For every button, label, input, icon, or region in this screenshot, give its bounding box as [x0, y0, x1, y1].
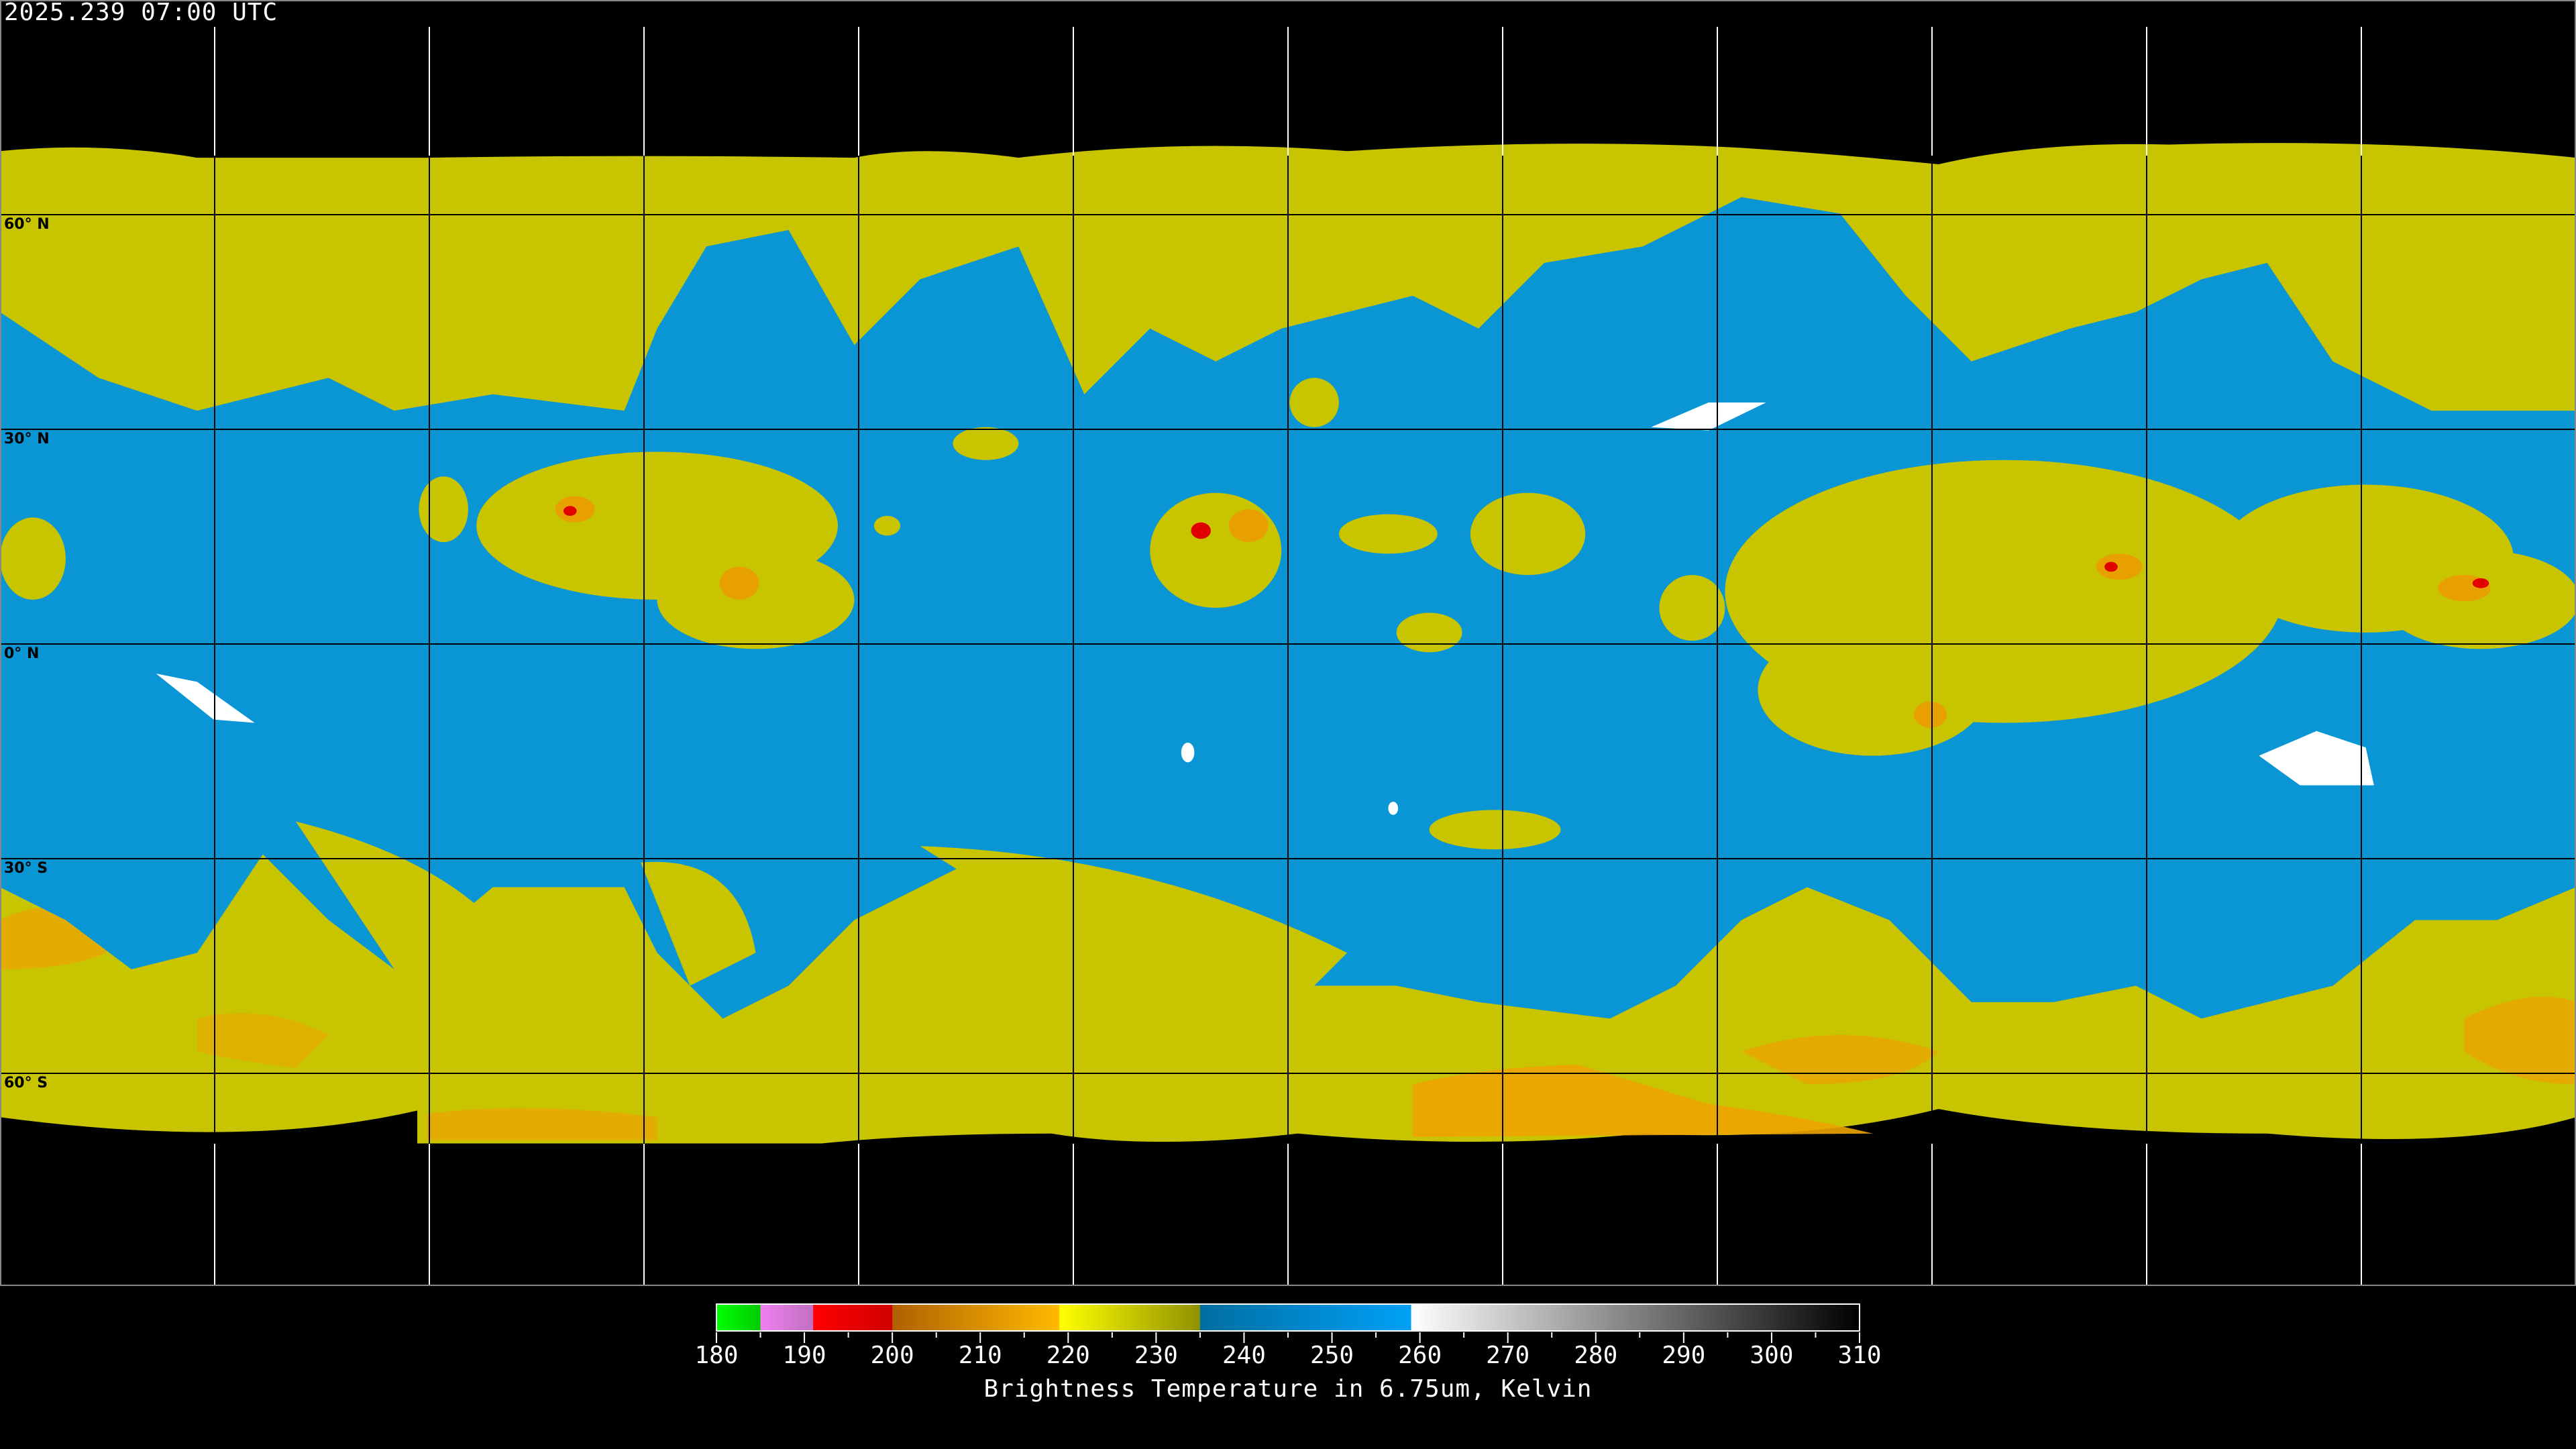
lat-label-60s: 60° S [4, 1075, 48, 1091]
colorbar-segment [716, 1304, 761, 1331]
colorbar-tick-label: 220 [1046, 1342, 1090, 1369]
colorbar-tick-label: 290 [1662, 1342, 1706, 1369]
colorbar-border [716, 1303, 1860, 1332]
colorbar-tick-label: 300 [1750, 1342, 1794, 1369]
colorbar-segment [1059, 1304, 1201, 1331]
colorbar-tick-label: 260 [1398, 1342, 1442, 1369]
colorbar-tick-label: 200 [870, 1342, 914, 1369]
colorbar [716, 1303, 1860, 1343]
colorbar-tick-label: 230 [1134, 1342, 1178, 1369]
colorbar-tick-label: 180 [694, 1342, 739, 1369]
colorbar-tick-label: 190 [782, 1342, 826, 1369]
colorbar-tick-label: 250 [1310, 1342, 1354, 1369]
colorbar-tick-label: 210 [958, 1342, 1002, 1369]
graticule [0, 27, 2576, 1285]
colorbar-segment [1199, 1304, 1412, 1331]
lat-label-0n: 0° N [4, 645, 40, 662]
colorbar-tick-label: 270 [1486, 1342, 1530, 1369]
colorbar-tick-label: 280 [1574, 1342, 1618, 1369]
water-vapor-map [0, 27, 2576, 1285]
colorbar-title: Brightness Temperature in 6.75um, Kelvin [983, 1375, 1593, 1403]
colorbar-segment [1411, 1304, 1860, 1331]
colorbar-tick-label: 240 [1222, 1342, 1266, 1369]
colorbar-segment [892, 1304, 1060, 1331]
timestamp-label: 2025.239 07:00 UTC [4, 0, 278, 26]
colorbar-tick-label: 310 [1837, 1342, 1882, 1369]
lat-label-30s: 30° S [4, 860, 48, 877]
colorbar-segment [813, 1304, 893, 1331]
colorbar-segment [760, 1304, 814, 1331]
lat-label-30n: 30° N [4, 431, 50, 447]
lat-label-60n: 60° N [4, 216, 50, 233]
